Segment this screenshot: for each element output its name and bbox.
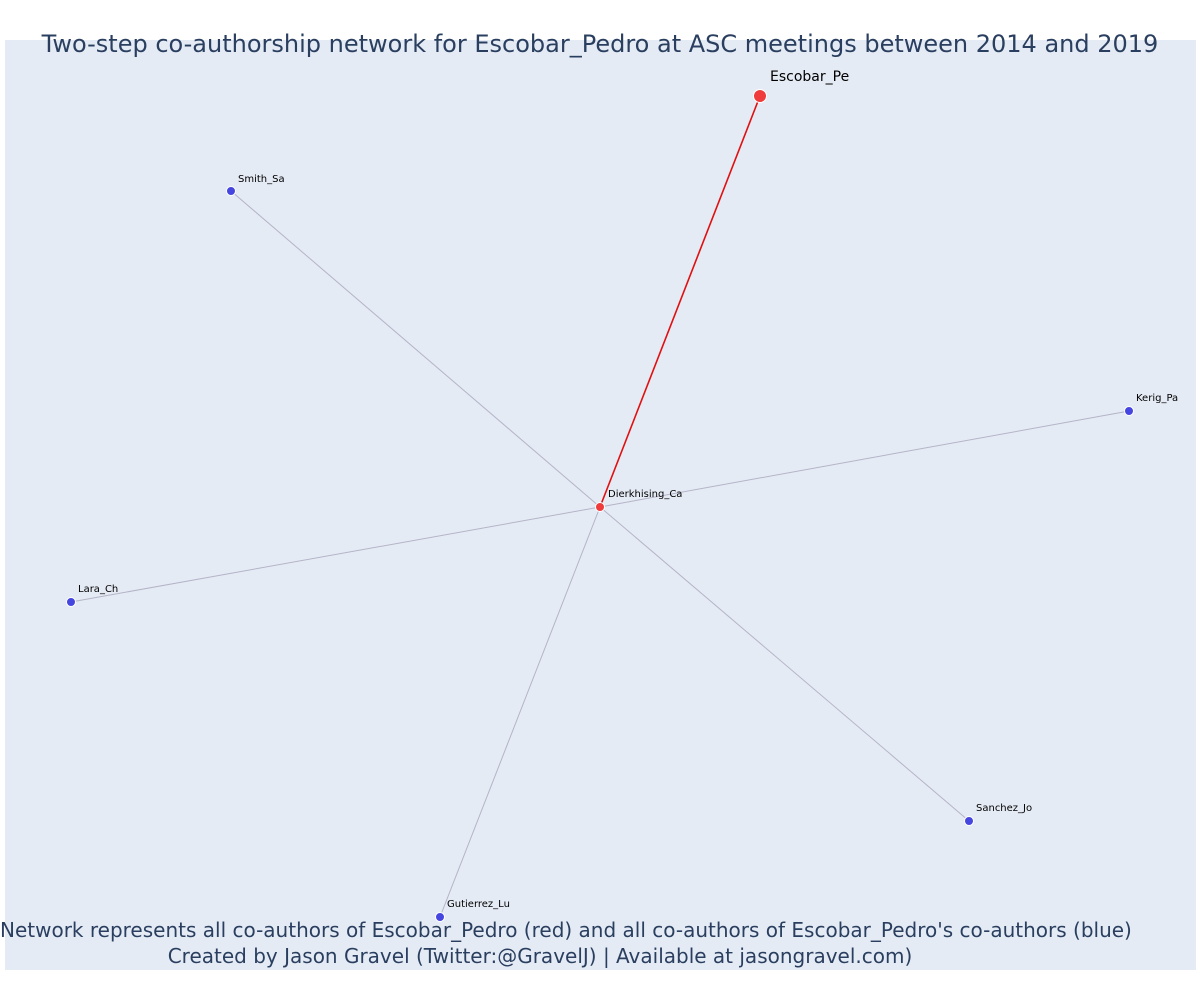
labels-layer: Escobar_Pe Dierkhising_Ca Smith_Sa Kerig_Pa… [78, 69, 1178, 910]
edge-Escobar_Pe-Dierkhising_Ca [599, 95, 761, 508]
node-Dierkhising_Ca[interactable] [595, 502, 605, 512]
footnote-line-2: Created by Jason Gravel (Twitter:@Gravel… [167, 944, 913, 968]
node-label-Gutierrez_Lu: Gutierrez_Lu [447, 899, 510, 910]
node-label-Kerig_Pa: Kerig_Pa [1136, 393, 1178, 404]
node-Escobar_Pe[interactable] [753, 89, 767, 103]
edges-layer [70, 95, 1130, 918]
node-label-Sanchez_Jo: Sanchez_Jo [976, 803, 1032, 814]
node-label-Escobar_Pe: Escobar_Pe [770, 69, 849, 85]
node-Kerig_Pa[interactable] [1124, 406, 1134, 416]
nodes-layer [66, 89, 1134, 922]
node-Lara_Ch[interactable] [66, 597, 76, 607]
edge-Dierkhising_Ca-Gutierrez_Lu [439, 506, 601, 918]
edge-Dierkhising_Ca-Sanchez_Jo [599, 506, 970, 822]
node-Gutierrez_Lu[interactable] [435, 912, 445, 922]
node-label-Lara_Ch: Lara_Ch [78, 584, 118, 595]
node-Smith_Sa[interactable] [226, 186, 236, 196]
node-Sanchez_Jo[interactable] [964, 816, 974, 826]
edge-Dierkhising_Ca-Kerig_Pa [599, 410, 1130, 508]
edge-Dierkhising_Ca-Lara_Ch [70, 506, 601, 603]
chart-title: Two-step co-authorship network for Escob… [41, 30, 1159, 58]
node-label-Dierkhising_Ca: Dierkhising_Ca [608, 489, 682, 500]
edge-Dierkhising_Ca-Smith_Sa [230, 190, 601, 508]
node-label-Smith_Sa: Smith_Sa [238, 174, 285, 185]
footnote-line-1: Network represents all co-authors of Esc… [0, 918, 1132, 942]
